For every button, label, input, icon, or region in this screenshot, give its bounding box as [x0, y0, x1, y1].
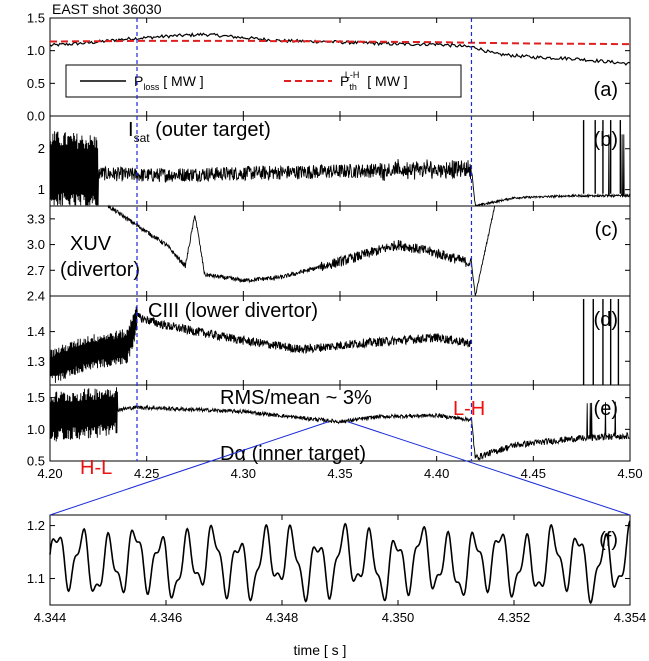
legend-ploss-name: P	[134, 73, 143, 89]
y-tick-label: 1.5	[27, 11, 45, 26]
x-tick-label: 4.50	[617, 466, 642, 481]
isat-line	[49, 131, 631, 207]
y-tick-label: 2.7	[27, 263, 45, 278]
ciii-label: CIII (lower divertor)	[148, 300, 318, 322]
x-tick-label: 4.346	[150, 610, 183, 625]
x-tick-label: 4.40	[424, 466, 449, 481]
x-tick-label: 4.352	[498, 610, 531, 625]
legend-pth-label: Pth L-H [ MW ]	[340, 70, 408, 92]
legend-box	[65, 64, 462, 98]
legend-ploss-unit: [ MW ]	[159, 73, 203, 89]
y-tick-label: 1.1	[27, 571, 45, 586]
y-tick-label: 1	[38, 182, 45, 197]
lh-annotation: L-H	[453, 398, 485, 420]
zoom-connector-left	[49, 421, 329, 516]
shot-title: EAST shot 36030	[52, 1, 162, 17]
ciii-line	[49, 306, 472, 383]
panel-tag: (b)	[594, 129, 618, 151]
x-tick-label: 4.20	[37, 466, 62, 481]
isat-label-main: I	[128, 119, 134, 141]
legend-pth-sub: th	[349, 82, 357, 92]
y-tick-label: 2	[38, 141, 45, 156]
y-tick-label: 1.2	[27, 518, 45, 533]
isat-label-rest: (outer target)	[150, 119, 271, 141]
xuv-label: XUV	[70, 233, 112, 255]
hl-annotation: H-L	[80, 457, 112, 479]
isat-label-sub: sat	[134, 131, 151, 145]
y-tick-label: 3.0	[27, 237, 45, 252]
legend-pth-unit: [ MW ]	[363, 73, 407, 89]
panel-tag: (d)	[594, 309, 618, 331]
dalpha-line	[49, 387, 631, 461]
dalpha-label: Dα (inner target)	[220, 443, 366, 465]
xuv-label-line2: (divertor)	[60, 259, 140, 281]
pth-line	[50, 39, 630, 46]
panel-tag: (a)	[594, 79, 618, 101]
x-tick-label: 4.45	[521, 466, 546, 481]
legend-pth-sup: L-H	[345, 70, 360, 80]
y-tick-label: 0.5	[27, 76, 45, 91]
y-tick-label: 3.3	[27, 211, 45, 226]
y-tick-label: 1.3	[27, 354, 45, 369]
x-tick-label: 4.25	[134, 466, 159, 481]
y-tick-label: 1.5	[27, 390, 45, 405]
plot-layer: 0.0 0.5 1.0 1.5 (a) 1 2 (b) 2.4 2.7 3.0 3.3 (c) 1.3 1.…	[27, 11, 646, 626]
x-tick-label: 4.344	[34, 610, 67, 625]
zoom-connector-right	[347, 421, 631, 516]
isat-label: Isat (outer target)	[128, 119, 271, 145]
y-tick-label: 2.4	[27, 289, 45, 304]
y-tick-label: 1.0	[27, 422, 45, 437]
y-tick-label: 1.0	[27, 43, 45, 58]
panel-frame-5	[49, 514, 631, 606]
x-tick-label: 4.30	[231, 466, 256, 481]
legend-ploss-sub: loss	[143, 82, 160, 92]
x-axis-label: time [ s ]	[294, 642, 347, 658]
legend-pth-name: P	[340, 73, 349, 89]
rms-annotation: RMS/mean ~ 3%	[220, 387, 372, 409]
x-tick-label: 4.348	[266, 610, 299, 625]
zoom-line	[49, 520, 631, 605]
y-tick-label: 0.5	[27, 454, 45, 469]
xuv-line	[107, 204, 496, 296]
panel-tag: (c)	[595, 219, 618, 241]
y-tick-label: 1.4	[27, 324, 45, 339]
x-tick-label: 4.354	[614, 610, 647, 625]
x-tick-label: 4.350	[382, 610, 415, 625]
legend-ploss-label: Ploss [ MW ]	[134, 73, 204, 92]
y-tick-label: 0.0	[27, 109, 45, 124]
x-tick-label: 4.35	[327, 466, 352, 481]
